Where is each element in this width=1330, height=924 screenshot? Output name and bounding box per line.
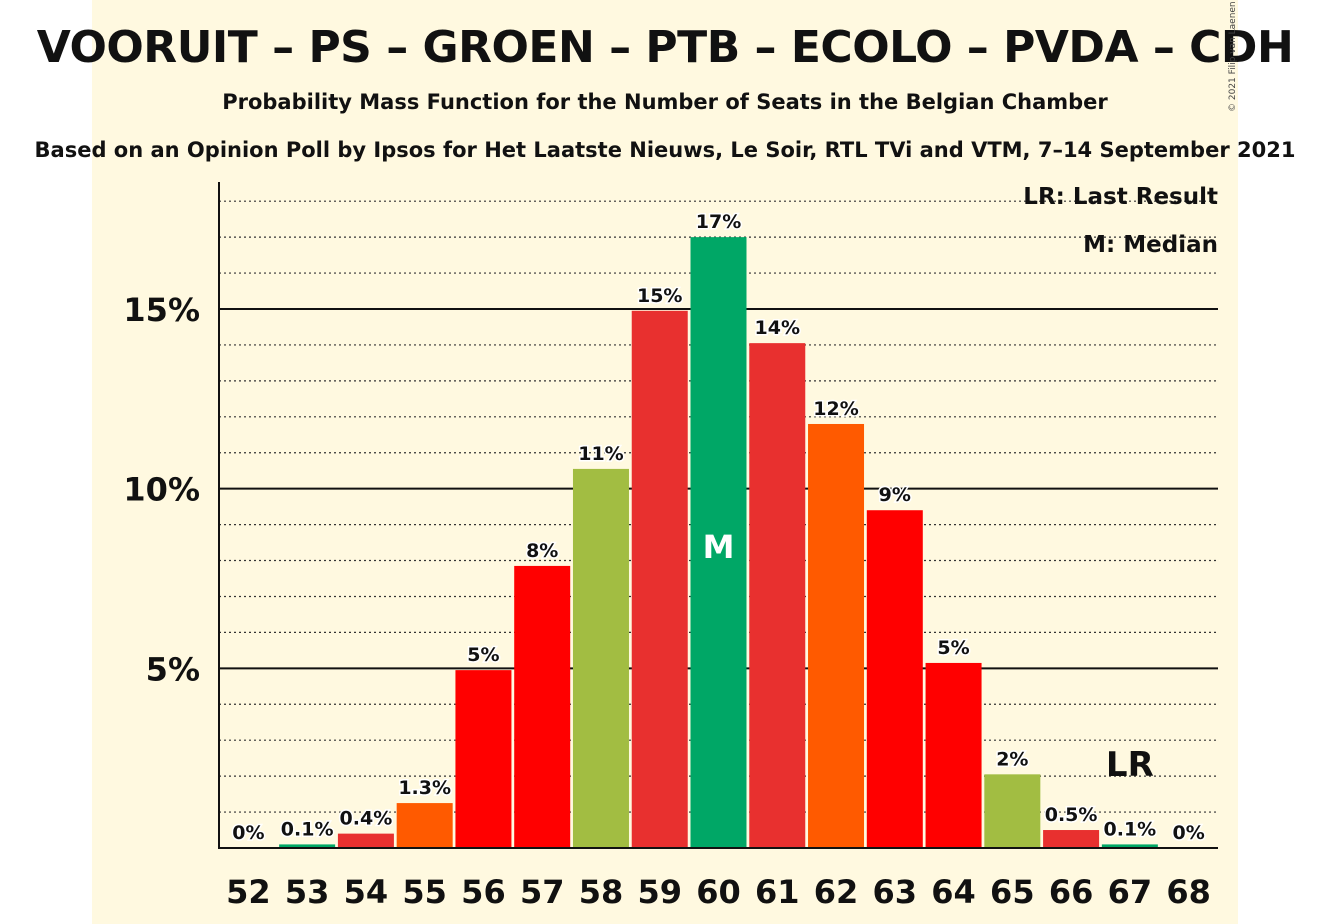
x-tick-label: 63 (873, 873, 918, 911)
data-label: 0.1% (281, 818, 334, 840)
x-tick-label: 57 (520, 873, 565, 911)
data-label: 8% (526, 540, 558, 562)
bar (279, 844, 336, 848)
bar (749, 343, 806, 848)
data-label: 9% (879, 484, 911, 506)
legend-last-result: LR: Last Result (1023, 184, 1218, 210)
bar (866, 510, 923, 848)
x-tick-label: 55 (402, 873, 447, 911)
bar (631, 310, 688, 849)
last-result-marker: LR (1106, 745, 1154, 785)
data-label: 12% (813, 398, 858, 420)
bar (808, 423, 865, 848)
bar (455, 670, 512, 848)
x-tick-label: 64 (931, 873, 976, 911)
bar (337, 833, 394, 848)
bar (572, 468, 629, 848)
data-label: 11% (578, 443, 623, 465)
data-label: 14% (755, 317, 800, 339)
data-label: 0.5% (1045, 804, 1098, 826)
data-label: 5% (467, 644, 499, 666)
data-label: 1.3% (398, 777, 451, 799)
bar (396, 803, 453, 848)
y-tick-label: 5% (146, 650, 200, 688)
data-label: 2% (996, 748, 1028, 770)
bar (1043, 830, 1100, 848)
data-label: 0% (232, 822, 264, 844)
data-label: 17% (696, 211, 741, 233)
bar (690, 237, 747, 849)
legend-median: M: Median (1083, 232, 1218, 258)
x-tick-label: 68 (1166, 873, 1211, 911)
chart-title: VOORUIT – PS – GROEN – PTB – ECOLO – PVD… (36, 22, 1294, 73)
x-tick-label: 59 (637, 873, 682, 911)
x-tick-label: 54 (344, 873, 389, 911)
data-label: 5% (937, 637, 969, 659)
bar (925, 662, 982, 848)
median-marker: M (703, 528, 735, 566)
bar (984, 774, 1041, 848)
x-tick-label: 67 (1108, 873, 1153, 911)
bar (514, 565, 571, 848)
chart-subtitle: Probability Mass Function for the Number… (222, 90, 1108, 114)
x-tick-label: 61 (755, 873, 800, 911)
data-label: 15% (637, 285, 682, 307)
x-tick-label: 60 (696, 873, 741, 911)
y-tick-label: 10% (123, 471, 200, 509)
x-tick-label: 65 (990, 873, 1035, 911)
data-label: 0% (1172, 822, 1204, 844)
y-tick-label: 15% (123, 291, 200, 329)
x-tick-label: 58 (579, 873, 624, 911)
x-tick-label: 66 (1049, 873, 1094, 911)
data-label: 0.1% (1104, 818, 1157, 840)
x-tick-label: 53 (285, 873, 330, 911)
x-tick-label: 56 (461, 873, 506, 911)
chart-source: Based on an Opinion Poll by Ipsos for He… (34, 138, 1296, 162)
data-label: 0.4% (340, 808, 393, 830)
bar (1101, 844, 1158, 848)
x-tick-label: 52 (226, 873, 271, 911)
x-tick-label: 62 (814, 873, 859, 911)
